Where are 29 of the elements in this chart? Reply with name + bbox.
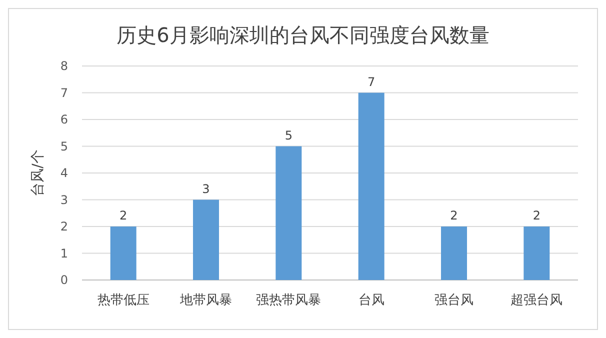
bar: [524, 226, 550, 280]
y-tick-label: 1: [60, 246, 68, 260]
x-tick-label: 地带风暴: [179, 293, 232, 308]
bar: [276, 146, 302, 280]
bar: [358, 92, 384, 280]
x-tick-label: 强热带风暴: [256, 293, 322, 308]
data-label: 2: [120, 208, 128, 222]
bar: [193, 200, 219, 280]
y-tick-label: 6: [60, 112, 68, 126]
y-tick-label: 7: [60, 86, 68, 100]
data-label: 5: [284, 128, 292, 142]
x-tick-label: 强台风: [434, 293, 474, 308]
y-tick-label: 8: [60, 59, 68, 73]
y-axis-title: 台风/个: [30, 150, 46, 196]
x-tick-label: 热带低压: [97, 293, 150, 308]
x-tick-label: 台风: [358, 293, 384, 308]
data-label: 2: [532, 208, 540, 222]
y-tick-label: 2: [60, 220, 68, 234]
y-tick-label: 3: [60, 192, 68, 207]
data-label: 7: [368, 74, 376, 89]
bar: [441, 226, 467, 280]
y-tick-label: 4: [60, 166, 68, 180]
y-tick-label: 0: [60, 273, 68, 287]
x-tick-label: 超强台风: [510, 293, 563, 308]
data-label: 2: [450, 208, 458, 222]
data-label: 3: [202, 182, 210, 196]
y-tick-label: 5: [60, 139, 68, 154]
bar: [110, 226, 136, 280]
chart-title: 历史6月影响深圳的台风不同强度台风数量: [116, 23, 490, 47]
